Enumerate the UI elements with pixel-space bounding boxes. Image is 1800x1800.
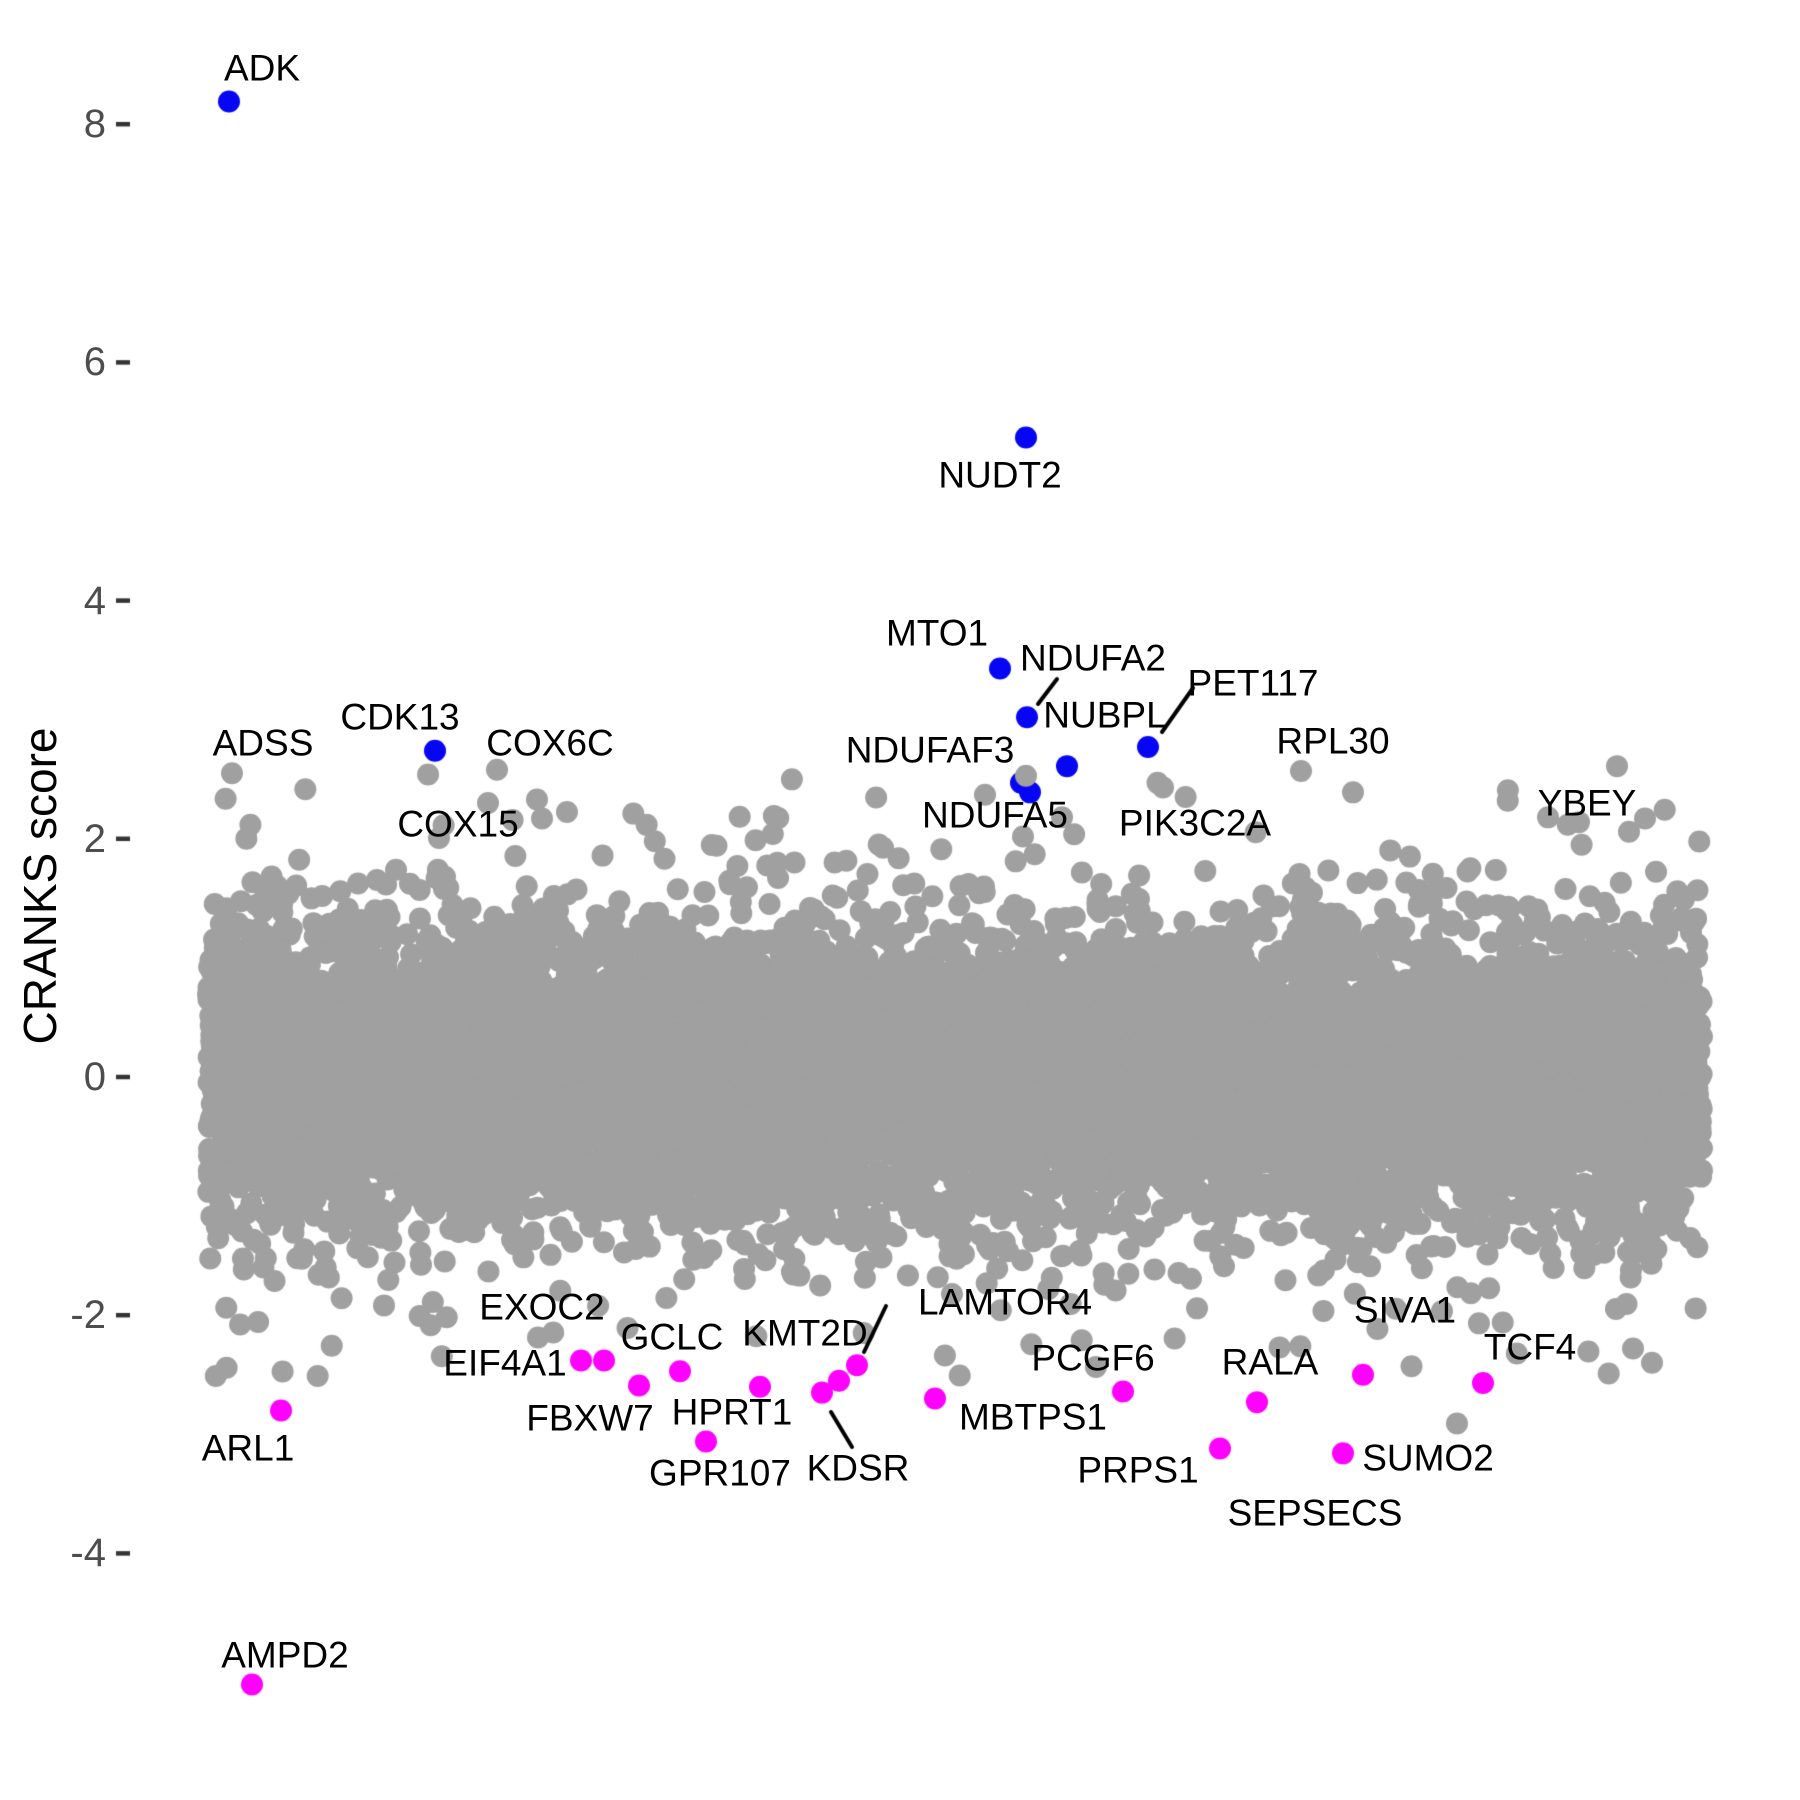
- gene-label-SUMO2: SUMO2: [1362, 1437, 1494, 1479]
- y-tick-label--4: -4: [70, 1531, 106, 1576]
- gene-label-CDK13: CDK13: [340, 696, 460, 738]
- gene-label-COX15: COX15: [397, 803, 519, 845]
- gene-label-ADK: ADK: [223, 47, 301, 89]
- gene-label-MBTPS1: MBTPS1: [958, 1396, 1108, 1438]
- gene-label-RALA: RALA: [1221, 1341, 1319, 1383]
- y-tick-label-0: 0: [83, 1055, 106, 1099]
- gene-label-NDUFAF3: NDUFAF3: [845, 729, 1015, 771]
- gene-label-LAMTOR4: LAMTOR4: [917, 1281, 1093, 1323]
- gene-label-GCLC: GCLC: [620, 1316, 724, 1358]
- gene-label-NDUFA5: NDUFA5: [922, 794, 1068, 836]
- gene-label-EIF4A1: EIF4A1: [443, 1342, 567, 1384]
- gene-label-PIK3C2A: PIK3C2A: [1118, 802, 1272, 844]
- gene-label-SEPSECS: SEPSECS: [1227, 1492, 1403, 1534]
- gene-label-GPR107: GPR107: [649, 1452, 791, 1494]
- gene-label-MTO1: MTO1: [885, 612, 989, 654]
- gene-label-COX6C: COX6C: [486, 722, 614, 764]
- gene-label-NUBPL: NUBPL: [1043, 694, 1167, 736]
- y-tick-label--2: -2: [70, 1293, 106, 1338]
- y-tick-label-4: 4: [83, 578, 106, 623]
- gene-label-ARL1: ARL1: [201, 1427, 295, 1469]
- y-tick-label-6: 6: [83, 340, 106, 385]
- gene-label-NDUFA2: NDUFA2: [1020, 637, 1166, 679]
- y-axis-title: CRANKS score: [14, 727, 66, 1045]
- gene-label-ADSS: ADSS: [212, 722, 314, 764]
- gene-label-PCGF6: PCGF6: [1031, 1337, 1155, 1379]
- gene-label-KMT2D: KMT2D: [742, 1312, 868, 1354]
- gene-label-PET117: PET117: [1187, 662, 1319, 704]
- gene-label-PRPS1: PRPS1: [1077, 1449, 1199, 1491]
- gene-label-RPL30: RPL30: [1276, 720, 1390, 762]
- gene-label-AMPD2: AMPD2: [221, 1634, 349, 1676]
- gene-label-TCF4: TCF4: [1483, 1326, 1577, 1368]
- y-tick-label-8: 8: [83, 102, 106, 147]
- gene-label-EXOC2: EXOC2: [479, 1286, 605, 1328]
- gene-label-SIVA1: SIVA1: [1353, 1289, 1457, 1331]
- gene-label-HPRT1: HPRT1: [671, 1391, 793, 1433]
- gene-label-NUDT2: NUDT2: [938, 454, 1062, 496]
- y-tick-label-2: 2: [83, 816, 106, 861]
- gene-label-KDSR: KDSR: [806, 1447, 910, 1489]
- gene-label-YBEY: YBEY: [1537, 782, 1637, 824]
- gene-label-FBXW7: FBXW7: [526, 1397, 654, 1439]
